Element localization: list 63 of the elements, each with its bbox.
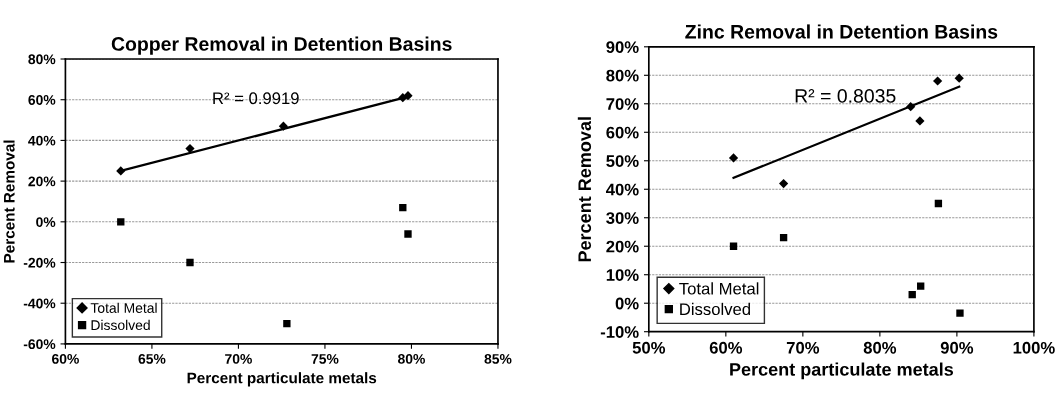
y-tick-label: 70% (606, 98, 639, 110)
point (906, 102, 916, 112)
y-tick-label: 80% (606, 69, 639, 82)
point (403, 91, 413, 101)
y-tick-label: 60% (606, 126, 639, 139)
point (729, 242, 738, 250)
y-tick-label: -60% (23, 339, 56, 350)
x-tick-label: 70% (225, 354, 252, 364)
x-tick-label: 80% (397, 354, 425, 364)
y-axis-title: Percent Removal (3, 140, 15, 263)
y-tick-label: 20% (28, 176, 56, 187)
point (399, 203, 407, 212)
y-tick-label: 0% (36, 217, 56, 227)
point (934, 199, 943, 208)
annotation: R² = 0.9919 (213, 92, 299, 105)
x-axis-title: Percent particulate metals (187, 372, 377, 387)
point (933, 76, 943, 86)
y-tick-label: 0% (615, 297, 639, 310)
chart-title: Copper Removal in Detention Basins (111, 36, 452, 55)
y-tick-label: 50% (606, 155, 639, 167)
y-tick-label: 20% (606, 240, 639, 253)
point (278, 121, 289, 131)
legend-label: Total Metal (90, 302, 157, 313)
x-tick-label: 80% (863, 341, 897, 354)
point (954, 73, 964, 83)
x-tick-label: 60% (52, 354, 79, 364)
chart-title: Zinc Removal in Detention Basins (685, 24, 998, 39)
point (915, 116, 925, 126)
y-tick-label: -40% (23, 298, 56, 309)
point (778, 178, 789, 189)
point (117, 218, 125, 226)
point (779, 234, 788, 242)
x-tick-label: 75% (311, 354, 339, 364)
x-tick-label: 100% (1013, 341, 1055, 354)
point (728, 153, 739, 163)
annotation: R² = 0.8035 (795, 89, 896, 103)
point (116, 166, 126, 176)
x-tick-label: 50% (632, 341, 666, 354)
point (283, 319, 291, 328)
point (404, 230, 412, 238)
x-tick-label: 70% (786, 341, 820, 354)
y-tick-label: 30% (606, 212, 639, 224)
y-axis-title: Percent Removal (577, 117, 592, 262)
y-tick-label: 40% (606, 183, 639, 196)
y-tick-label: 80% (28, 54, 56, 65)
y-tick-label: 90% (606, 41, 639, 54)
x-axis-title: Percent particulate metals (730, 362, 954, 380)
point (917, 282, 925, 290)
legend-label: Dissolved (680, 302, 750, 316)
point (186, 258, 194, 267)
x-tick-label: 65% (138, 354, 166, 364)
x-tick-label: 85% (484, 354, 512, 364)
legend-label: Total Metal (679, 282, 759, 295)
y-tick-label: 10% (606, 269, 639, 281)
legend-label: Dissolved (91, 319, 150, 331)
y-tick-label: -10% (600, 326, 639, 338)
point (956, 309, 964, 317)
x-tick-label: 60% (709, 341, 743, 354)
y-tick-label: -20% (23, 257, 56, 268)
x-tick-label: 90% (940, 341, 974, 354)
y-tick-label: 60% (28, 95, 56, 105)
point (908, 290, 916, 299)
y-tick-label: 40% (28, 135, 56, 146)
